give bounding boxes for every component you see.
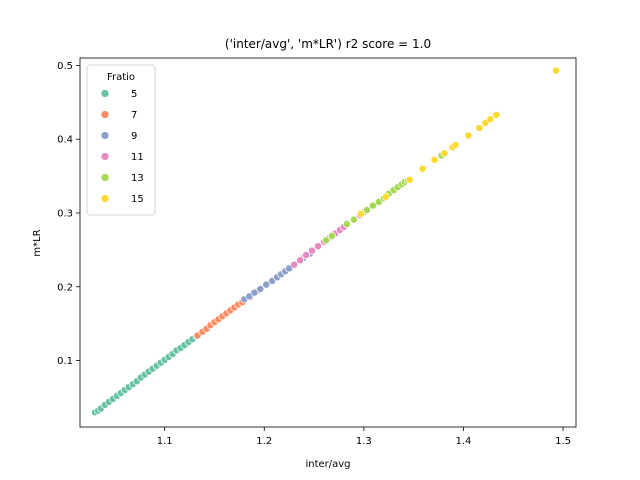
data-point [256,285,265,293]
legend-marker [100,89,110,98]
legend-items: 5 7 9 11 13 15 [100,89,144,205]
legend: Fratio 5 7 9 11 13 15 [86,64,156,216]
x-tick-label: 1.3 [356,436,372,447]
legend-label: 11 [131,152,144,163]
legend-marker [100,131,110,140]
y-tick-label: 0.3 [57,208,73,219]
legend-label: 9 [131,131,137,142]
data-point [430,155,439,164]
data-point [322,236,330,245]
x-axis: 1.1 1.2 1.3 1.4 1.5 [157,427,571,447]
data-point [492,110,501,119]
x-axis-label: inter/avg [305,459,350,470]
data-point [250,288,259,297]
data-point [464,131,473,140]
data-point [486,115,495,124]
plot-frame [79,57,577,428]
legend-label: 13 [131,173,144,184]
x-tick-label: 1.4 [456,436,472,447]
legend-marker [100,194,110,203]
y-axis: 0.1 0.2 0.3 0.4 0.5 [57,61,80,367]
legend-marker [100,173,110,182]
data-point [328,231,336,240]
data-point [381,192,390,201]
data-point [356,209,365,218]
data-point [342,220,351,228]
y-tick-label: 0.1 [57,356,73,367]
y-axis-label: m*LR [32,229,43,256]
legend-marker [100,110,110,119]
data-point [451,141,460,150]
data-point [308,246,317,255]
legend-marker [100,152,110,161]
chart-title: ('inter/avg', 'm*LR') r2 score = 1.0 [225,37,431,51]
data-point [418,164,427,173]
data-point [290,260,299,269]
data-point [262,280,271,289]
data-point [368,201,377,210]
legend-title: Fratio [107,72,135,83]
legend-label: 7 [131,110,137,121]
data-point [314,242,322,251]
data-point [475,124,484,133]
y-tick-label: 0.4 [57,135,73,146]
data-point [440,149,449,158]
legend-label: 15 [131,194,144,205]
data-point [552,66,561,75]
data-point [405,175,414,184]
points-layer [90,66,561,417]
legend-box [86,64,156,216]
x-tick-label: 1.1 [157,436,173,447]
data-point [296,256,305,265]
data-point [349,215,358,224]
legend-label: 5 [131,89,137,100]
y-tick-label: 0.2 [57,282,73,293]
data-point [302,251,311,259]
data-point [362,206,371,214]
y-tick-label: 0.5 [57,61,73,72]
x-tick-label: 1.2 [256,436,272,447]
x-tick-label: 1.5 [555,436,571,447]
